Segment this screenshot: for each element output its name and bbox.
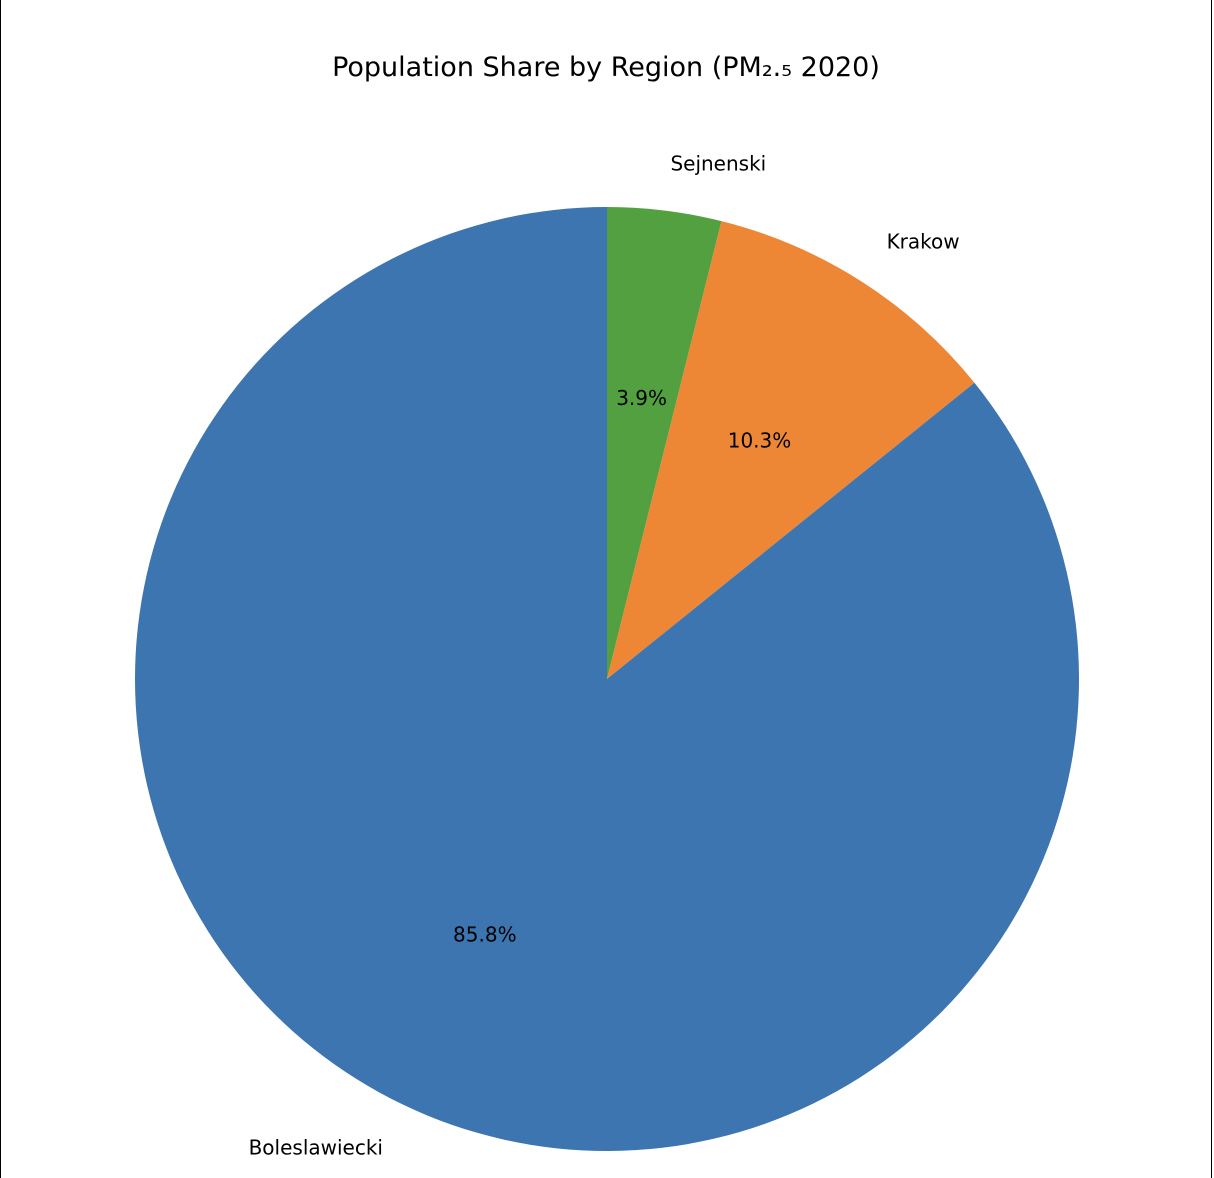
slice-label-boleslawiecki: Boleslawiecki	[249, 1135, 383, 1159]
slice-pct-label-sejnenski: 3.9%	[616, 386, 667, 410]
pie-slice-boleslawiecki	[135, 207, 1079, 1151]
slice-label-sejnenski: Sejnenski	[670, 152, 766, 176]
slice-labels: Sejnenski 3.9% Krakow 10.3% Boleslawiecki 85.…	[249, 152, 960, 1160]
chart-title: Population Share by Region (PM₂.₅ 2020)	[332, 52, 880, 83]
slice-pct-label-krakow: 10.3%	[728, 428, 792, 452]
pie-slice-krakow	[607, 221, 975, 679]
slice-pct-label-boleslawiecki: 85.8%	[453, 922, 517, 946]
slice-label-krakow: Krakow	[887, 230, 960, 254]
pie-slice-sejnenski	[607, 207, 722, 679]
pie-slices	[135, 207, 1079, 1151]
